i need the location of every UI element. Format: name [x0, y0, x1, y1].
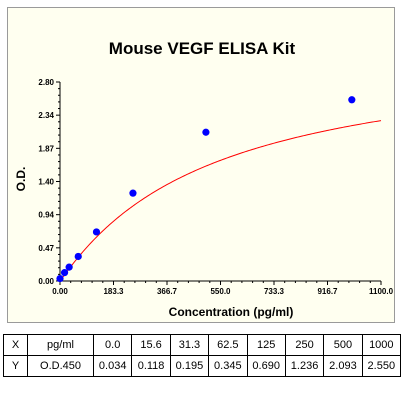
x-tick-label: 1100.0 [369, 287, 394, 296]
y-value-cell: 1.236 [284, 355, 325, 377]
x-value-cell: 500 [323, 334, 363, 356]
y-values-row: Y O.D.450 0.034 0.118 0.195 0.345 0.690 … [3, 355, 402, 377]
y-value-cell: 0.118 [131, 355, 171, 377]
data-point [60, 269, 69, 277]
data-point [74, 252, 82, 261]
x-tick-label: 916.7 [317, 287, 338, 296]
data-point [202, 128, 210, 136]
y-tick-label: 0.47 [38, 244, 54, 253]
x-tick-label: 550.0 [210, 287, 231, 296]
data-point [56, 274, 64, 283]
chart-title: Mouse VEGF ELISA Kit [109, 39, 296, 58]
y-value-cell: 2.550 [361, 355, 402, 377]
x-value-cell: 0.0 [92, 334, 133, 356]
y-value-cell: 0.195 [169, 355, 210, 377]
y-value-cell: 0.345 [208, 355, 248, 377]
x-value-cell: 31.3 [169, 334, 210, 356]
elisa-standard-curve-chart: Mouse VEGF ELISA Kit O.D. Concentration … [14, 39, 394, 319]
x-values-row: X pg/ml 0.0 15.6 31.3 62.5 125 250 500 1… [3, 334, 402, 356]
row-label-y: Y [3, 355, 28, 377]
y-tick-label: 0.94 [38, 211, 54, 220]
x-unit-cell: pg/ml [27, 334, 94, 356]
x-tick-label: 183.3 [103, 287, 124, 296]
data-point [129, 189, 137, 197]
y-tick-label: 2.80 [38, 78, 54, 87]
x-tick-label: 366.7 [157, 287, 178, 296]
standard-data-table: X pg/ml 0.0 15.6 31.3 62.5 125 250 500 1… [3, 334, 402, 377]
y-tick-label: 1.40 [38, 178, 54, 187]
y-unit-cell: O.D.450 [27, 355, 94, 377]
x-value-cell: 15.6 [131, 334, 171, 356]
y-tick-label: 2.34 [38, 111, 54, 120]
y-tick-label: 0.00 [38, 277, 54, 286]
data-point [348, 96, 356, 104]
chart-frame: Mouse VEGF ELISA Kit O.D. Concentration … [7, 7, 395, 323]
x-value-cell: 1000 [361, 334, 402, 356]
x-tick-label: 0.00 [52, 287, 68, 296]
y-tick-label: 1.87 [38, 144, 54, 153]
x-value-cell: 62.5 [208, 334, 248, 356]
x-axis-label: Concentration (pg/ml) [169, 305, 294, 319]
y-axis-label: O.D. [14, 167, 28, 192]
y-value-cell: 0.034 [92, 355, 133, 377]
x-value-cell: 125 [246, 334, 286, 356]
data-point [65, 263, 73, 271]
x-tick-label: 733.3 [264, 287, 285, 296]
row-label-x: X [3, 334, 28, 356]
y-value-cell: 2.093 [323, 355, 363, 377]
data-point [92, 228, 101, 236]
fitted-curve [59, 120, 382, 282]
x-value-cell: 250 [284, 334, 325, 356]
y-value-cell: 0.690 [246, 355, 286, 377]
